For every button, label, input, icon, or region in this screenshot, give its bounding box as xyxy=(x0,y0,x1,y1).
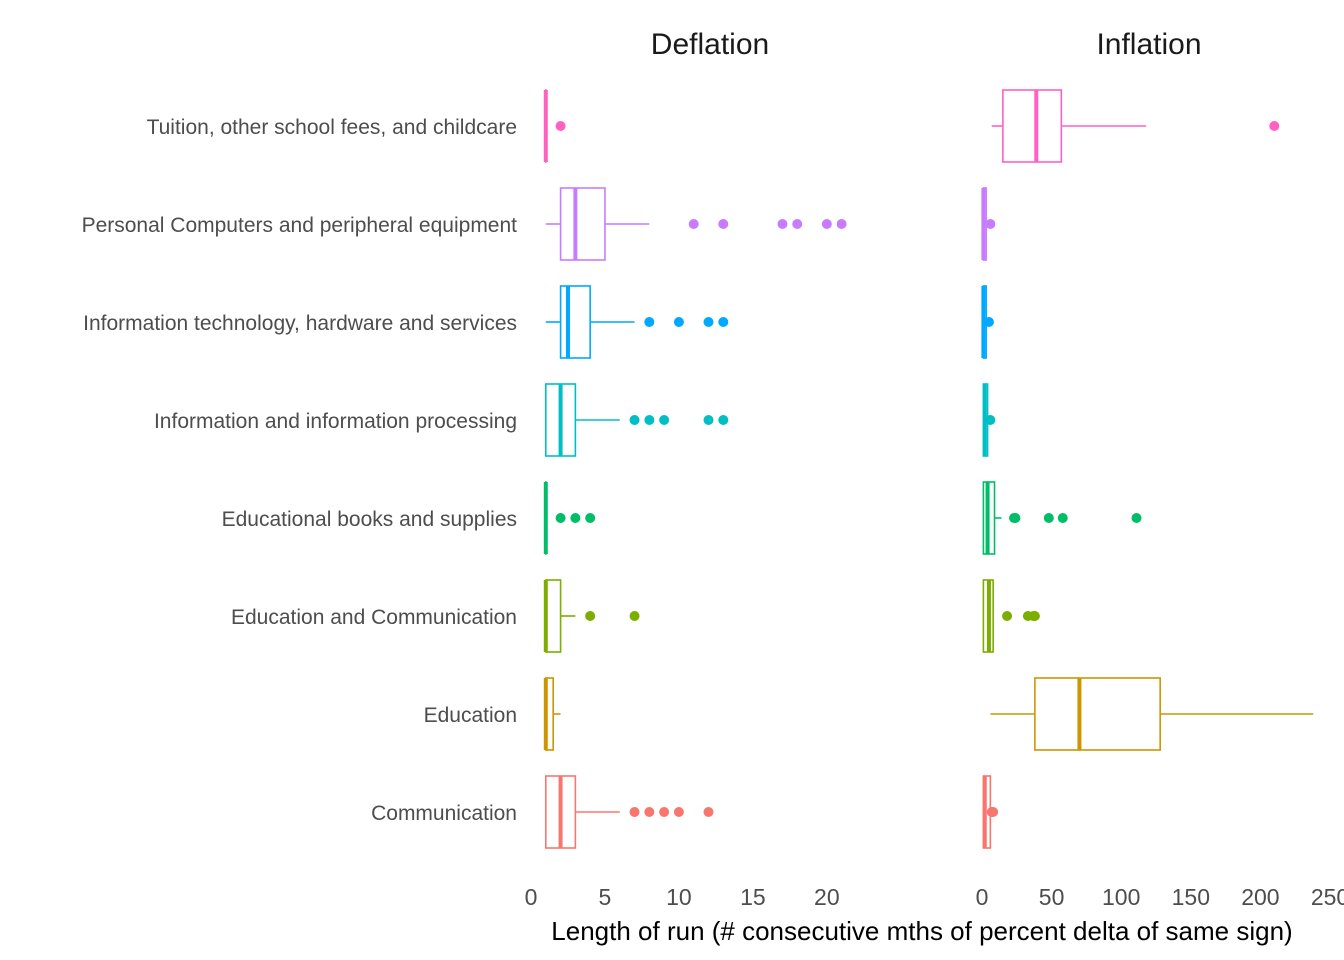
outlier-point xyxy=(673,317,684,327)
box-education-and-communication xyxy=(982,579,1040,653)
outlier-point xyxy=(1010,513,1021,523)
outlier-point xyxy=(555,513,566,523)
outlier-point xyxy=(1269,121,1280,131)
category-label: Information and information processing xyxy=(154,410,517,433)
outlier-point xyxy=(644,415,655,425)
x-tick-label: 20 xyxy=(814,884,840,910)
outlier-point xyxy=(703,807,714,817)
box-tuition-other-school-fees-and-childcare xyxy=(991,89,1280,163)
outlier-point xyxy=(985,219,996,229)
x-tick-label: 15 xyxy=(740,884,766,910)
panel-title-inflation: Inflation xyxy=(1096,28,1201,61)
outlier-point xyxy=(792,219,803,229)
outlier-point xyxy=(777,219,788,229)
x-tick-label: 150 xyxy=(1172,884,1210,910)
outlier-point xyxy=(718,317,729,327)
panel-deflation: Deflation 0 5 10 15 20 xyxy=(525,28,847,910)
box-education xyxy=(543,677,561,751)
outlier-point xyxy=(629,415,640,425)
outlier-point xyxy=(1002,611,1013,621)
category-labels: Tuition, other school fees, and childcar… xyxy=(82,116,518,825)
category-label: Information technology, hardware and ser… xyxy=(83,312,517,335)
outlier-point xyxy=(644,807,655,817)
box-information-and-information-processing xyxy=(982,383,996,457)
box-communication xyxy=(544,775,714,849)
x-tick-label: 0 xyxy=(976,884,989,910)
x-tick-label: 0 xyxy=(525,884,538,910)
x-axis-title: Length of run (# consecutive mths of per… xyxy=(551,916,1292,946)
category-label: Education and Communication xyxy=(231,606,517,629)
box-personal-computers-and-peripheral-equipment xyxy=(545,187,847,261)
outlier-point xyxy=(673,807,684,817)
x-tick-label: 100 xyxy=(1102,884,1140,910)
outlier-point xyxy=(836,219,847,229)
box-information-and-information-processing xyxy=(544,383,729,457)
outlier-point xyxy=(703,317,714,327)
outlier-point xyxy=(983,317,994,327)
boxes-deflation xyxy=(543,89,847,849)
box-education xyxy=(990,677,1314,751)
panel-inflation: Inflation 0 50 100 150 200 250 xyxy=(976,28,1344,910)
outlier-point xyxy=(985,415,996,425)
outlier-point xyxy=(1131,513,1142,523)
outlier-point xyxy=(629,807,640,817)
outlier-point xyxy=(629,611,640,621)
box-tuition-other-school-fees-and-childcare xyxy=(543,89,566,163)
box-information-technology-hardware-and-services xyxy=(545,285,729,359)
box-educational-books-and-supplies xyxy=(982,481,1142,555)
outlier-point xyxy=(644,317,655,327)
box-iqr xyxy=(1034,677,1161,751)
category-label: Tuition, other school fees, and childcar… xyxy=(147,116,517,139)
x-ticks-deflation: 0 5 10 15 20 xyxy=(525,884,840,910)
outlier-point xyxy=(821,219,832,229)
box-iqr xyxy=(544,579,562,653)
outlier-point xyxy=(555,121,566,131)
x-tick-label: 200 xyxy=(1241,884,1279,910)
box-personal-computers-and-peripheral-equipment xyxy=(981,187,996,261)
x-tick-label: 250 xyxy=(1311,884,1344,910)
category-label: Personal Computers and peripheral equipm… xyxy=(82,214,518,237)
outlier-point xyxy=(570,513,581,523)
box-iqr xyxy=(559,285,591,359)
outlier-point xyxy=(988,807,999,817)
box-iqr xyxy=(559,187,606,261)
category-label: Education xyxy=(424,704,517,727)
outlier-point xyxy=(659,415,670,425)
outlier-point xyxy=(718,415,729,425)
x-tick-label: 50 xyxy=(1039,884,1065,910)
outlier-point xyxy=(1043,513,1054,523)
x-ticks-inflation: 0 50 100 150 200 250 xyxy=(976,884,1344,910)
outlier-point xyxy=(659,807,670,817)
outlier-point xyxy=(718,219,729,229)
box-iqr xyxy=(1002,89,1063,163)
category-label: Communication xyxy=(371,802,517,825)
outlier-point xyxy=(1057,513,1068,523)
box-educational-books-and-supplies xyxy=(543,481,596,555)
x-tick-label: 10 xyxy=(666,884,692,910)
box-communication xyxy=(982,775,999,849)
outlier-point xyxy=(585,611,596,621)
panel-title-deflation: Deflation xyxy=(651,28,769,61)
box-information-technology-hardware-and-services xyxy=(981,285,994,359)
outlier-point xyxy=(585,513,596,523)
outlier-point xyxy=(1029,611,1040,621)
category-label: Educational books and supplies xyxy=(222,508,517,531)
x-tick-label: 5 xyxy=(599,884,612,910)
boxes-inflation xyxy=(981,89,1314,849)
outlier-point xyxy=(703,415,714,425)
outlier-point xyxy=(688,219,699,229)
box-education-and-communication xyxy=(543,579,640,653)
